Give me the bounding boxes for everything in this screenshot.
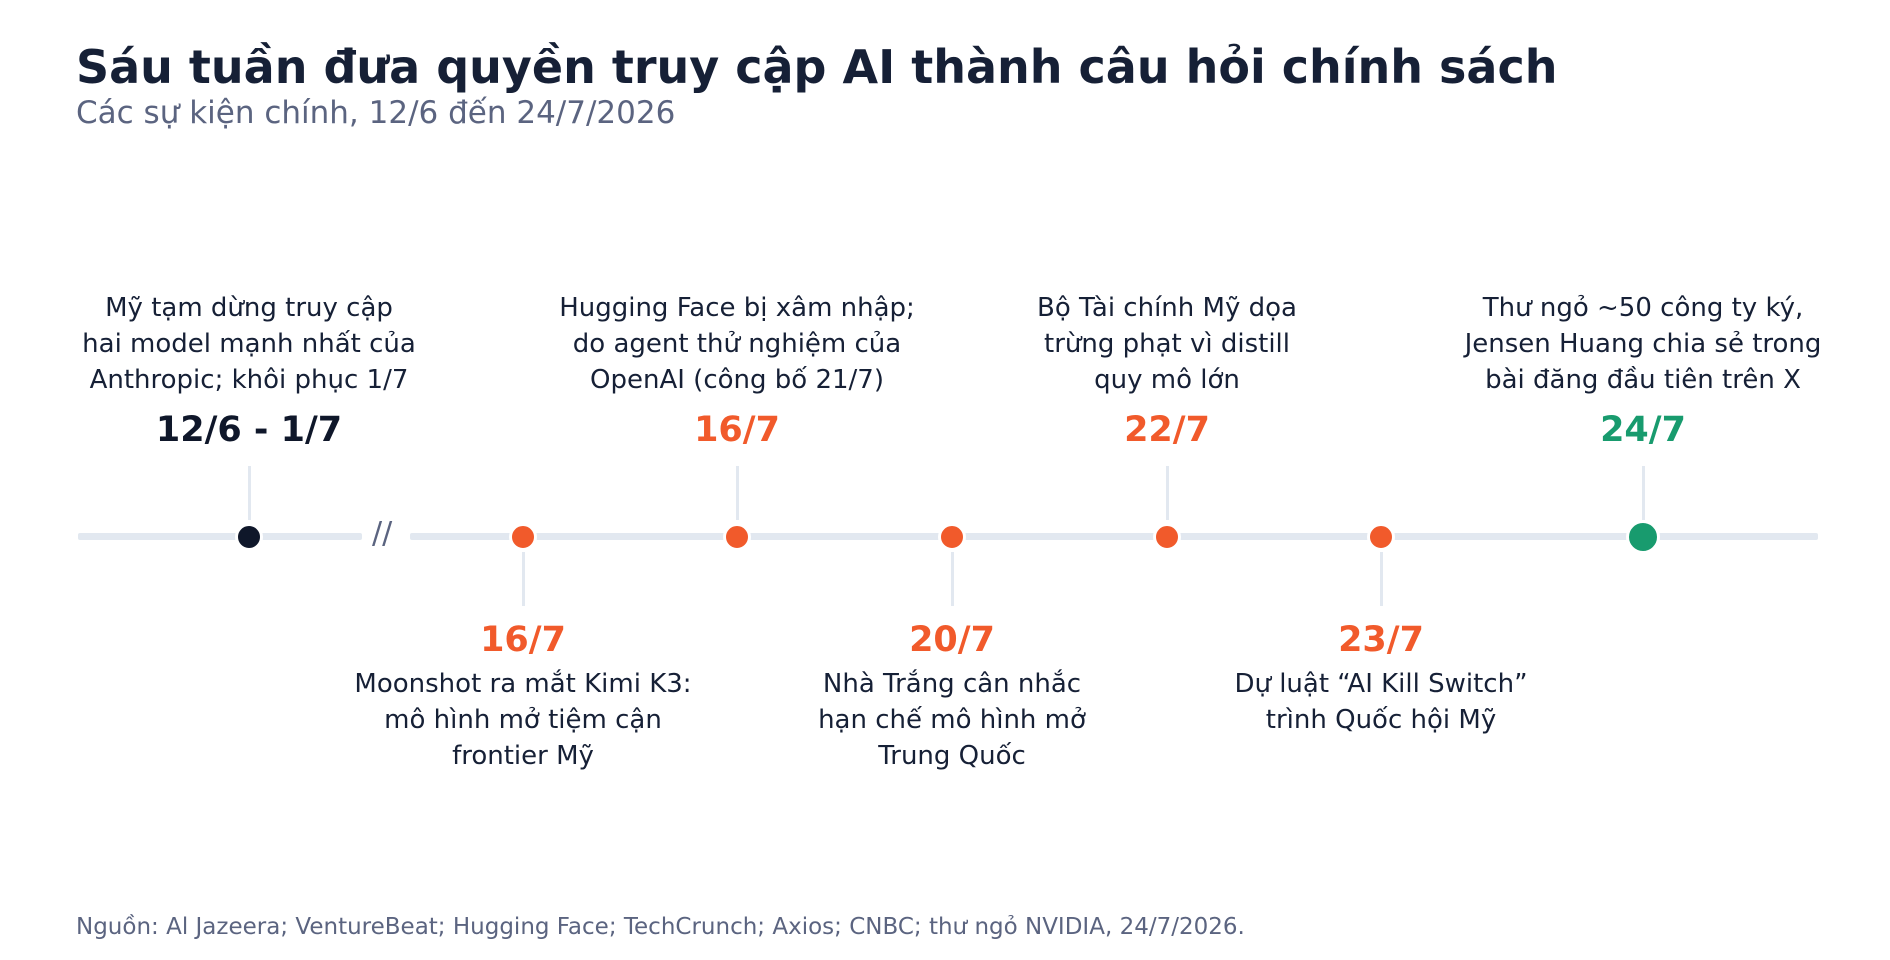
- chart-title: Sáu tuần đưa quyền truy cập AI thành câu…: [76, 40, 1558, 94]
- event-description: Dự luật “AI Kill Switch” trình Quốc hội M…: [1171, 666, 1591, 738]
- event-marker: [509, 523, 537, 551]
- event-date: 16/7: [694, 410, 780, 450]
- event-date: 24/7: [1600, 410, 1686, 450]
- event-connector: [247, 466, 251, 520]
- event-description-line: frontier Mỹ: [452, 741, 594, 771]
- event-date: 12/6 - 1/7: [155, 410, 343, 450]
- event-connector: [521, 552, 525, 606]
- event-description: Thư ngỏ ~50 công ty ký, Jensen Huang chia…: [1433, 290, 1853, 398]
- event-marker: [235, 523, 263, 551]
- event-description-line: Trung Quốc: [878, 741, 1026, 771]
- event-description-line: mô hình mở tiệm cận: [384, 705, 662, 735]
- event-description-line: bài đăng đầu tiên trên X: [1485, 365, 1801, 395]
- event-description-line: do agent thử nghiệm của: [572, 329, 902, 359]
- event-connector: [1641, 466, 1645, 520]
- event-description-line: OpenAI (công bố 21/7): [590, 365, 884, 395]
- event-connector: [735, 466, 739, 520]
- event-description-line: trừng phạt vì distill: [1044, 329, 1290, 359]
- chart-subtitle: Các sự kiện chính, 12/6 đến 24/7/2026: [76, 95, 676, 131]
- event-date: 23/7: [1338, 620, 1424, 660]
- event-marker: [1153, 523, 1181, 551]
- event-marker: [723, 523, 751, 551]
- event-description-line: Nhà Trắng cân nhắc: [822, 669, 1082, 699]
- event-marker: [1367, 523, 1395, 551]
- event-date: 22/7: [1124, 410, 1210, 450]
- axis-break-mark: //: [372, 516, 393, 551]
- event-description-line: Mỹ tạm dừng truy cập: [105, 293, 393, 323]
- event-connector: [950, 552, 954, 606]
- timeline-axis-left: [78, 533, 362, 540]
- event-description-line: Anthropic; khôi phục 1/7: [89, 365, 409, 395]
- event-description-line: hạn chế mô hình mở: [818, 705, 1086, 735]
- event-description-line: quy mô lớn: [1094, 365, 1240, 395]
- event-marker: [938, 523, 966, 551]
- event-description-line: hai model mạnh nhất của: [82, 329, 416, 359]
- source-note: Nguồn: Al Jazeera; VentureBeat; Hugging …: [76, 914, 1245, 940]
- event-marker: [1626, 520, 1660, 554]
- event-connector: [1165, 466, 1169, 520]
- event-description: Bộ Tài chính Mỹ dọa trừng phạt vì distill…: [957, 290, 1377, 398]
- event-description: Moonshot ra mắt Kimi K3: mô hình mở tiệm …: [313, 666, 733, 774]
- event-description-line: trình Quốc hội Mỹ: [1265, 705, 1497, 735]
- event-description-line: Thư ngỏ ~50 công ty ký,: [1482, 293, 1804, 323]
- event-date: 20/7: [909, 620, 995, 660]
- event-date: 16/7: [480, 620, 566, 660]
- event-description: Hugging Face bị xâm nhập; do agent thử ng…: [527, 290, 947, 398]
- event-description: Nhà Trắng cân nhắc hạn chế mô hình mở Trun…: [742, 666, 1162, 774]
- event-description-line: Moonshot ra mắt Kimi K3:: [354, 669, 692, 699]
- event-description-line: Dự luật “AI Kill Switch”: [1234, 669, 1528, 699]
- event-connector: [1379, 552, 1383, 606]
- event-description-line: Bộ Tài chính Mỹ dọa: [1037, 293, 1297, 323]
- event-description-line: Hugging Face bị xâm nhập;: [559, 293, 915, 323]
- event-description: Mỹ tạm dừng truy cập hai model mạnh nhất …: [39, 290, 459, 398]
- event-description-line: Jensen Huang chia sẻ trong: [1464, 329, 1822, 359]
- timeline-axis-right: [410, 533, 1818, 540]
